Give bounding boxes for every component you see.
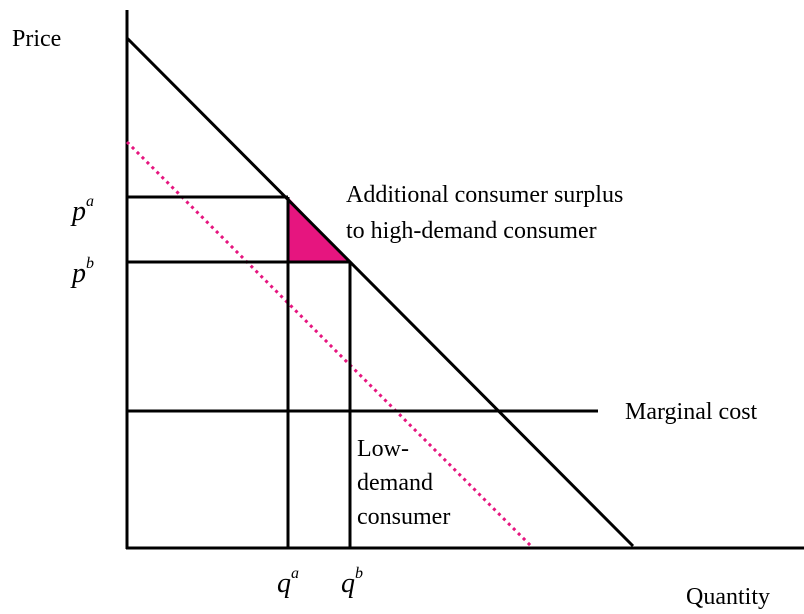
y-axis-label: Price xyxy=(12,26,61,52)
quantity-label: qa xyxy=(277,565,299,599)
low-demand-label: Low- xyxy=(357,436,409,462)
low-demand-label: demand xyxy=(357,470,433,496)
low-demand-curve xyxy=(125,140,533,548)
quantity-label: qb xyxy=(341,565,363,599)
price-label: pb xyxy=(70,255,94,289)
surplus-annotation: to high-demand consumer xyxy=(346,218,597,244)
price-label: pa xyxy=(70,193,94,227)
high-demand-curve xyxy=(125,36,635,548)
x-axis-label: Quantity xyxy=(686,584,770,610)
surplus-annotation: Additional consumer surplus xyxy=(346,182,623,208)
marginal-cost-label: Marginal cost xyxy=(625,399,758,425)
low-demand-label: consumer xyxy=(357,504,450,530)
